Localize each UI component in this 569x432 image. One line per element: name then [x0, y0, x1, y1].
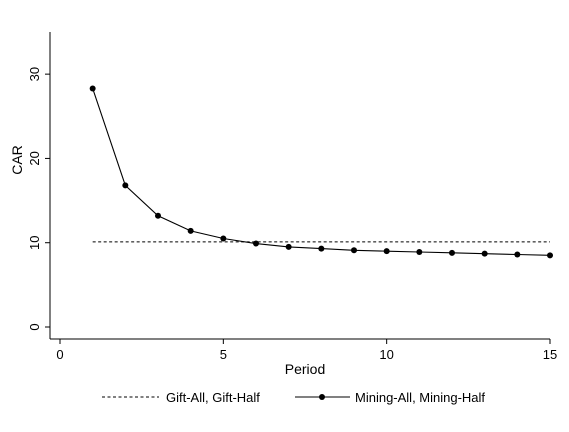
y-tick-label: 0 [27, 323, 42, 330]
data-point [383, 248, 390, 255]
series-layer [89, 85, 553, 259]
data-point [416, 248, 423, 255]
y-tick-label: 30 [27, 67, 42, 81]
data-point [187, 227, 194, 234]
y-tick-label: 10 [27, 235, 42, 249]
series-line-2 [92, 88, 551, 256]
data-point [351, 247, 357, 254]
data-point [89, 85, 96, 92]
data-point [514, 251, 521, 258]
data-point [481, 250, 488, 257]
data-point [449, 249, 455, 256]
data-point [122, 182, 129, 189]
y-axis-label: CAR [9, 145, 25, 175]
x-tick-label: 5 [220, 347, 227, 362]
x-tick-label: 10 [379, 347, 393, 362]
x-tick-label: 0 [56, 347, 63, 362]
legend-marker-2 [319, 394, 325, 400]
legend: Gift-All, Gift-Half Mining-All, Mining-Ha… [102, 390, 485, 405]
y-tick-label: 20 [27, 151, 42, 165]
data-point [220, 235, 227, 242]
data-point [155, 212, 161, 219]
legend-label-1: Gift-All, Gift-Half [166, 390, 260, 405]
x-tick-label: 15 [543, 347, 557, 362]
data-point [253, 240, 259, 247]
x-axis-label: Period [285, 361, 325, 377]
axes: 0 10 20 30 0 5 10 15 [27, 32, 557, 362]
data-point [318, 245, 325, 252]
data-point [547, 252, 553, 259]
data-point [285, 243, 292, 250]
legend-label-2: Mining-All, Mining-Half [355, 390, 485, 405]
